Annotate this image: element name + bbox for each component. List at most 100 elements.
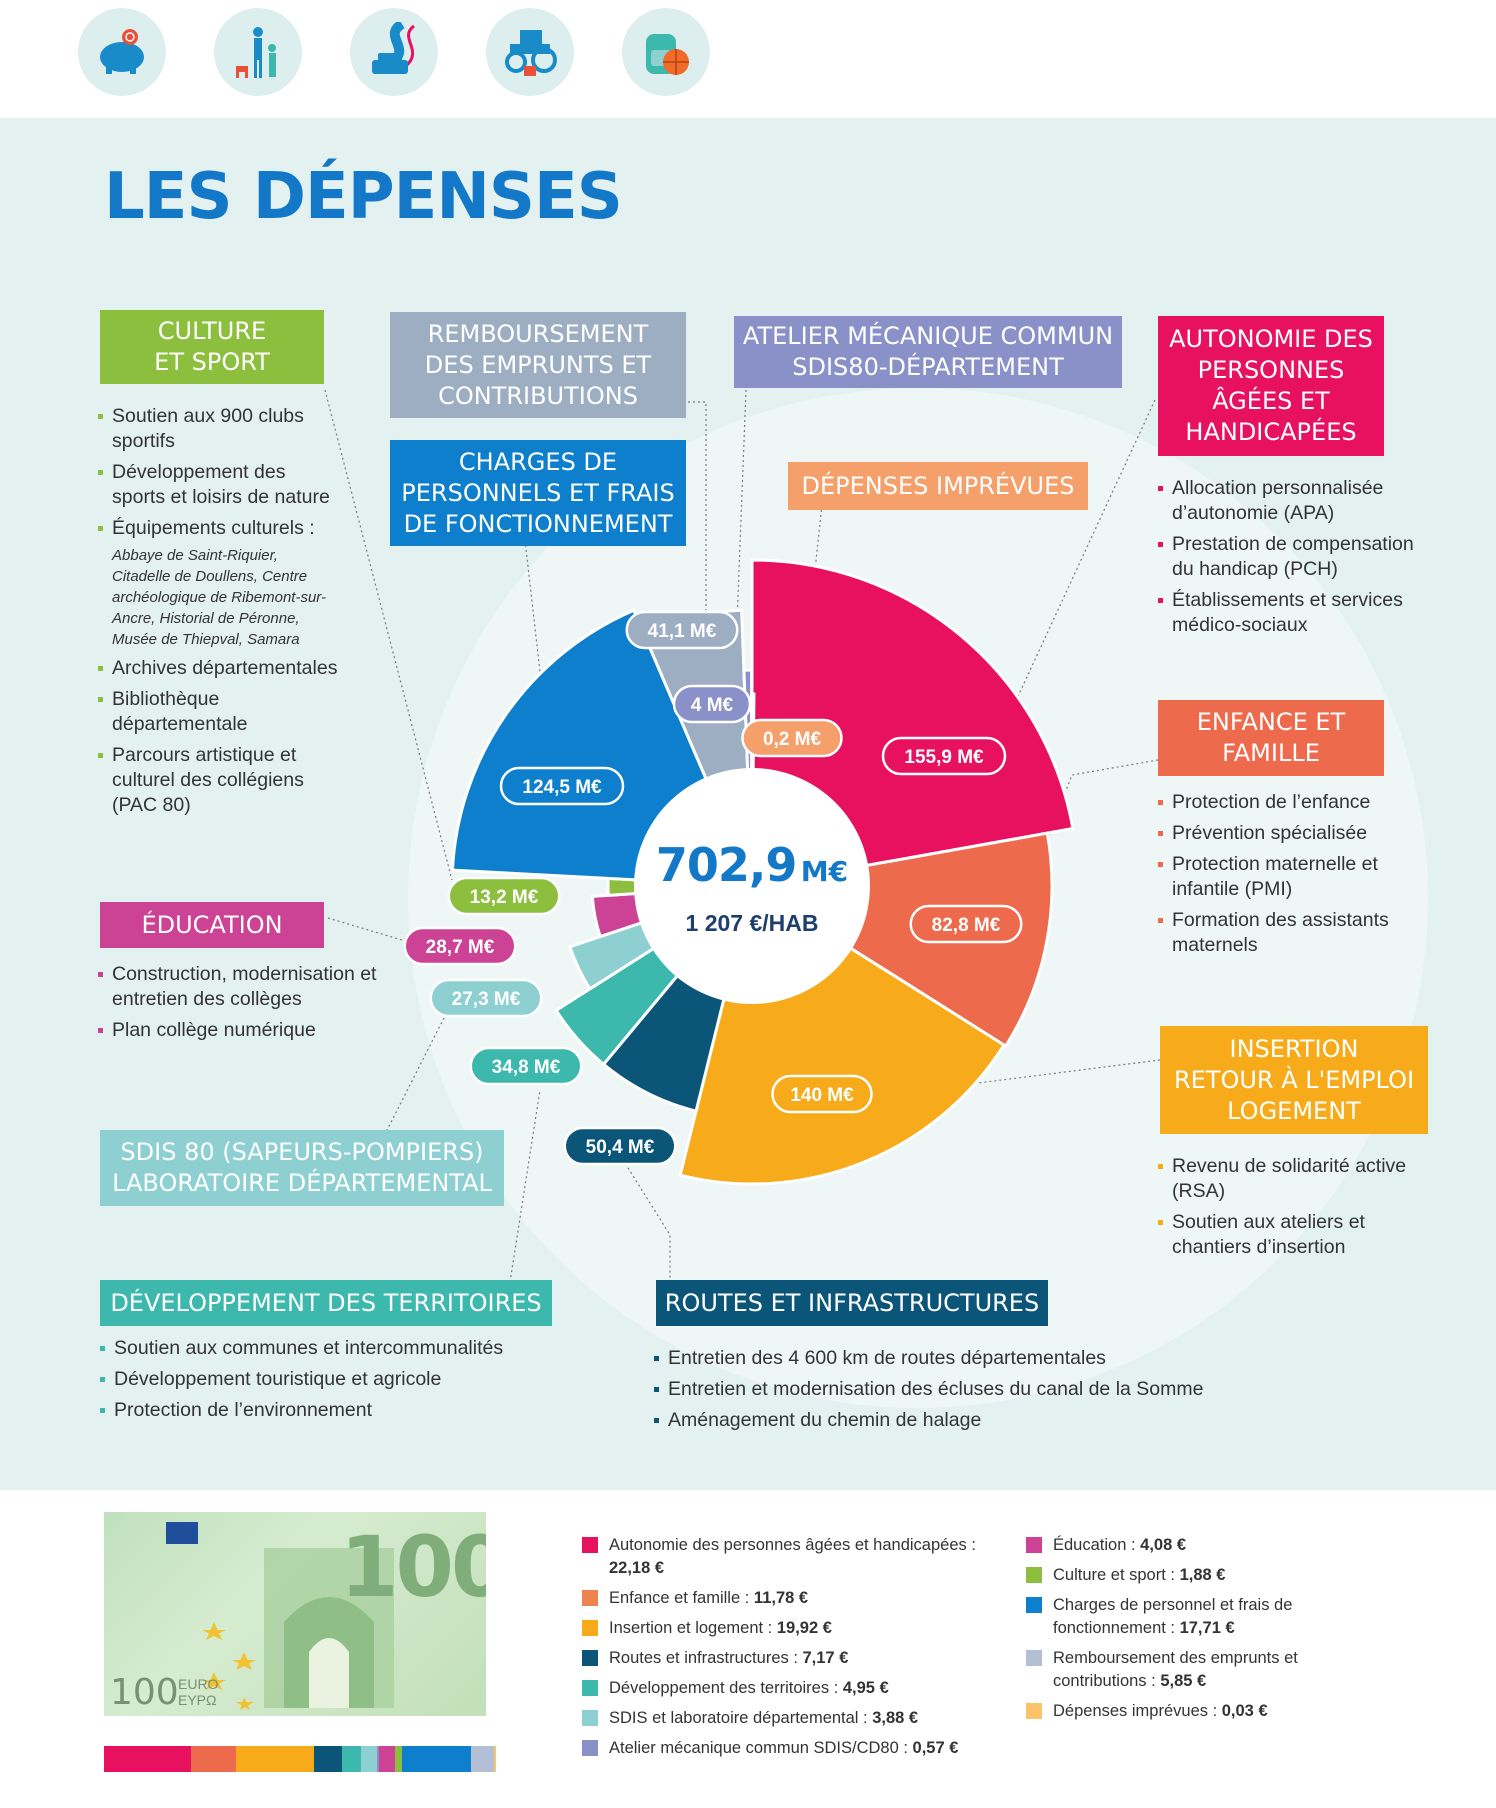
legend-value: 0,03 € <box>1221 1702 1268 1720</box>
category-line: INSERTION <box>1229 1034 1359 1063</box>
legend-item: Dépenses imprévues : 0,03 € <box>1026 1700 1326 1723</box>
top-icon-bar <box>0 0 1496 118</box>
legend-item: Atelier mécanique commun SDIS/CD80 : 0,5… <box>582 1737 1002 1760</box>
legend-value: 22,18 € <box>609 1559 665 1577</box>
culture-venues-note: Abbaye de Saint-Riquier, Citadelle de Do… <box>112 547 327 648</box>
legend-value: 0,57 € <box>912 1739 959 1757</box>
list-item: Établissements et services médico-sociau… <box>1158 588 1438 638</box>
category-line: ATELIER MÉCANIQUE COMMUN <box>742 322 1114 350</box>
routes-list: Entretien des 4 600 km de routes départe… <box>654 1346 1254 1439</box>
list-item: Construction, modernisation et entretien… <box>98 962 388 1012</box>
leader-line-atelier <box>733 389 747 701</box>
list-item: Soutien aux 900 clubs sportifs <box>98 404 338 454</box>
education-list: Construction, modernisation et entretien… <box>98 962 388 1049</box>
list-item: Développement des sports et loisirs de n… <box>98 460 338 510</box>
category-line: REMBOURSEMENT <box>427 319 649 348</box>
leader-line-routes <box>619 1154 671 1282</box>
category-remboursement: REMBOURSEMENT DES EMPRUNTS ET CONTRIBUTION… <box>390 312 686 418</box>
category-imprevues: DÉPENSES IMPRÉVUES <box>788 462 1088 510</box>
category-charges: CHARGES DE PERSONNELS ET FRAIS DE FONCTION… <box>390 440 686 546</box>
category-line: PERSONNELS ET FRAIS <box>401 478 675 507</box>
strip-segment <box>361 1746 377 1772</box>
category-line: RETOUR À L'EMPLOI <box>1173 1065 1415 1094</box>
legend-item: SDIS et laboratoire départemental : 3,88… <box>582 1707 1002 1730</box>
total-value: 702,9 <box>655 838 798 892</box>
category-line: DÉVELOPPEMENT DES TERRITOIRES <box>110 1288 542 1317</box>
territoires-list: Soutien aux communes et intercommunalité… <box>100 1336 560 1429</box>
banknote-currency-greek: EYPΩ <box>178 1692 217 1708</box>
value-pill-autonomie <box>881 736 1007 776</box>
value-pill-enfance <box>909 904 1023 944</box>
value-pill-territoires <box>469 1046 583 1086</box>
legend-column-2: Éducation : 4,08 € Culture et sport : 1,8… <box>1026 1534 1326 1730</box>
list-item: Formation des assistants maternels <box>1158 908 1438 958</box>
enfance-list: Protection de l’enfance Prévention spéci… <box>1158 790 1438 964</box>
total-block: 702,9 M€ <box>634 838 870 892</box>
category-line: AUTONOMIE DES <box>1169 325 1373 353</box>
value-label-culture: 13,2 M€ <box>470 887 539 908</box>
per-inhabitant: 1 207 €/HAB <box>685 910 819 936</box>
legend-swatch <box>582 1537 598 1553</box>
list-item: Soutien aux ateliers et chantiers d’inse… <box>1158 1210 1438 1260</box>
banknote-artwork <box>166 1522 394 1710</box>
strip-segment <box>190 1746 237 1772</box>
category-line: LABORATOIRE DÉPARTEMENTAL <box>112 1169 492 1197</box>
legend-value: 5,85 € <box>1160 1672 1207 1690</box>
value-label-education: 28,7 M€ <box>426 937 495 958</box>
category-line: DES EMPRUNTS ET <box>424 350 652 379</box>
value-label-imprevues: 0,2 M€ <box>763 729 822 750</box>
legend-swatch <box>582 1650 598 1666</box>
list-item: Protection de l’enfance <box>1158 790 1438 815</box>
category-line: ROUTES ET INFRASTRUCTURES <box>664 1288 1040 1317</box>
list-item: Prestation de compensation du handicap (… <box>1158 532 1438 582</box>
value-label-charges: 124,5 M€ <box>522 777 602 798</box>
legend-label: SDIS et laboratoire départemental : <box>609 1709 873 1727</box>
legend-value: 11,78 € <box>753 1589 809 1607</box>
strip-segment <box>394 1746 403 1772</box>
legend-item: Autonomie des personnes âgées et handica… <box>582 1534 1002 1580</box>
list-item: Entretien des 4 600 km de routes départe… <box>654 1346 1254 1371</box>
list-item: Plan collège numérique <box>98 1018 388 1043</box>
strip-segment <box>471 1746 494 1772</box>
legend-value: 1,88 € <box>1179 1566 1226 1584</box>
strip-segment <box>314 1746 343 1772</box>
category-territoires: DÉVELOPPEMENT DES TERRITOIRES <box>100 1280 552 1326</box>
category-line: HANDICAPÉES <box>1185 418 1357 446</box>
legend-value: 7,17 € <box>802 1649 849 1667</box>
category-culture-line: ET SPORT <box>154 348 270 376</box>
legend-item: Développement des territoires : 4,95 € <box>582 1677 1002 1700</box>
strip-segment <box>342 1746 362 1772</box>
category-line: ENFANCE ET <box>1196 708 1346 736</box>
strip-segment <box>378 1746 395 1772</box>
category-line: ÂGÉES ET <box>1212 387 1330 415</box>
legend-label: Charges de personnel et frais de fonctio… <box>1053 1596 1293 1637</box>
legend-label: Enfance et famille : <box>609 1589 754 1607</box>
value-pill-atelier <box>672 684 752 724</box>
category-line: DÉPENSES IMPRÉVUES <box>801 471 1075 500</box>
value-pill-sdis <box>429 978 543 1018</box>
legend-column-1: Autonomie des personnes âgées et handica… <box>582 1534 1002 1767</box>
legend-item: Routes et infrastructures : 7,17 € <box>582 1647 1002 1670</box>
legend-swatch <box>582 1620 598 1636</box>
leader-line-territoires <box>509 1089 541 1283</box>
list-item: Archives départementales <box>98 656 338 681</box>
legend-swatch <box>1026 1567 1042 1583</box>
category-culture-line: CULTURE <box>157 317 267 345</box>
value-label-atelier: 4 M€ <box>691 695 734 716</box>
category-line: FAMILLE <box>1222 739 1320 767</box>
autonomie-list: Allocation personnalisée d’autonomie (AP… <box>1158 476 1438 644</box>
list-item: Prévention spécialisée <box>1158 821 1438 846</box>
value-pill-insertion <box>771 1074 873 1114</box>
legend-label: Dépenses imprévues : <box>1053 1702 1222 1720</box>
legend-item: Remboursement des emprunts et contributi… <box>1026 1647 1326 1693</box>
leader-line-culture <box>324 389 453 881</box>
category-autonomie: AUTONOMIE DES PERSONNES ÂGÉES ET HANDICAPÉE… <box>1158 316 1384 456</box>
legend-swatch <box>1026 1703 1042 1719</box>
value-pill-charges <box>499 766 625 806</box>
legend-item: Enfance et famille : 11,78 € <box>582 1587 1002 1610</box>
value-label-sdis: 27,3 M€ <box>452 989 521 1010</box>
strip-segment <box>376 1746 379 1772</box>
legend-swatch <box>582 1710 598 1726</box>
category-enfance: ENFANCE ET FAMILLE <box>1158 700 1384 776</box>
